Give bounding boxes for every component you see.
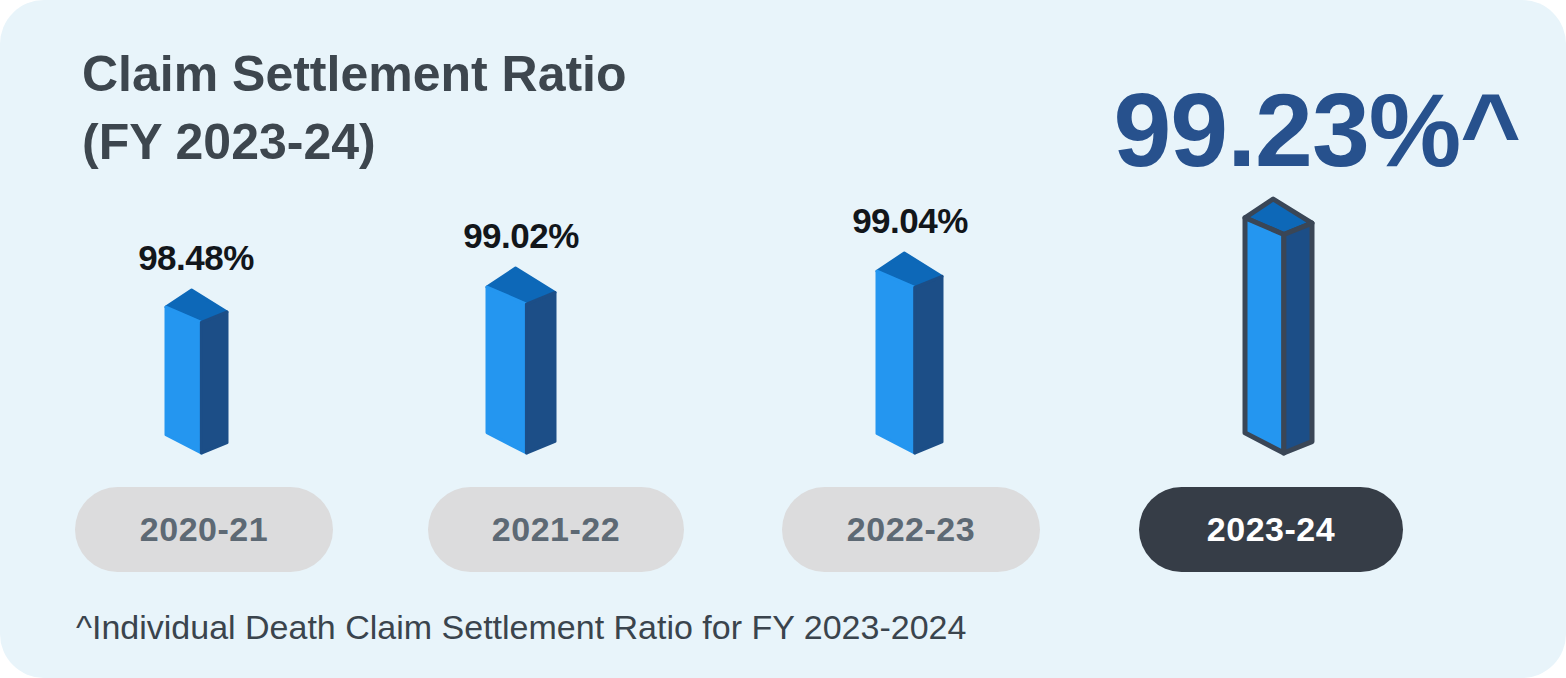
year-pill-2020-21[interactable]: 2020-21 (75, 487, 333, 572)
year-pill-2023-24[interactable]: 2023-24 (1139, 487, 1403, 572)
claim-settlement-card: Claim Settlement Ratio (FY 2023-24) 99.2… (0, 0, 1566, 678)
year-pill-2021-22[interactable]: 2021-22 (428, 487, 684, 572)
year-pill-row: 2020-21 2021-22 2022-23 2023-24 (0, 0, 1566, 678)
year-pill-2022-23[interactable]: 2022-23 (782, 487, 1040, 572)
footnote: ^Individual Death Claim Settlement Ratio… (76, 608, 966, 647)
